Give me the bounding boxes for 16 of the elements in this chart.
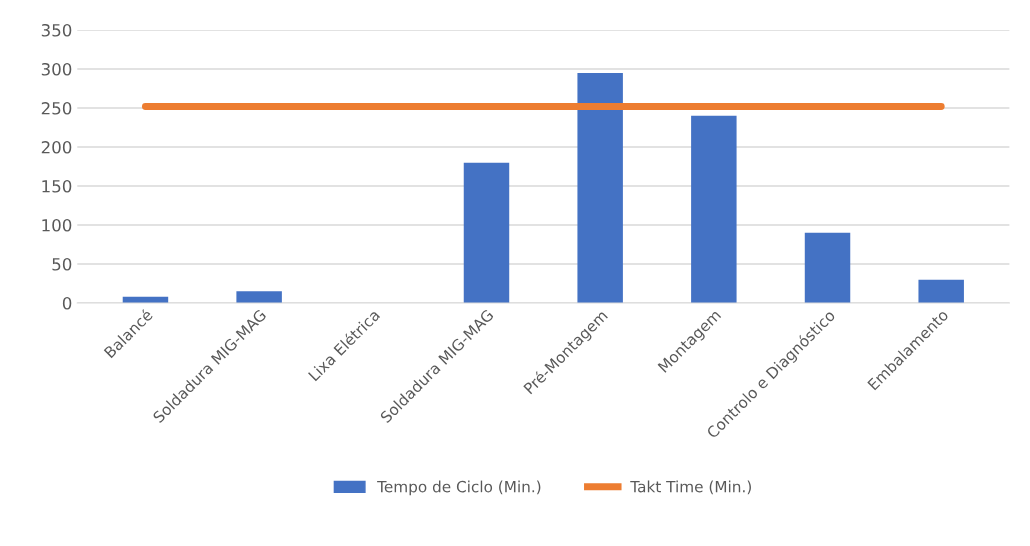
- y-tick-label: 100: [42, 218, 72, 232]
- legend-label: Takt Time (Min.): [630, 480, 751, 495]
- bar: [804, 232, 851, 304]
- bar: [691, 115, 737, 304]
- y-tick-label: 200: [41, 140, 72, 154]
- y-tick-label: 50: [52, 257, 72, 271]
- bar: [918, 279, 964, 304]
- legend-label: Tempo de Ciclo (Min.): [377, 480, 541, 496]
- bar: [236, 291, 282, 304]
- bar: [463, 162, 510, 304]
- y-tick-label: 300: [41, 62, 72, 76]
- y-tick-label: 150: [42, 179, 72, 193]
- bar: [577, 72, 623, 304]
- y-tick-label: 0: [62, 296, 72, 310]
- y-tick-label: 250: [41, 101, 72, 115]
- y-tick-label: 350: [41, 23, 72, 37]
